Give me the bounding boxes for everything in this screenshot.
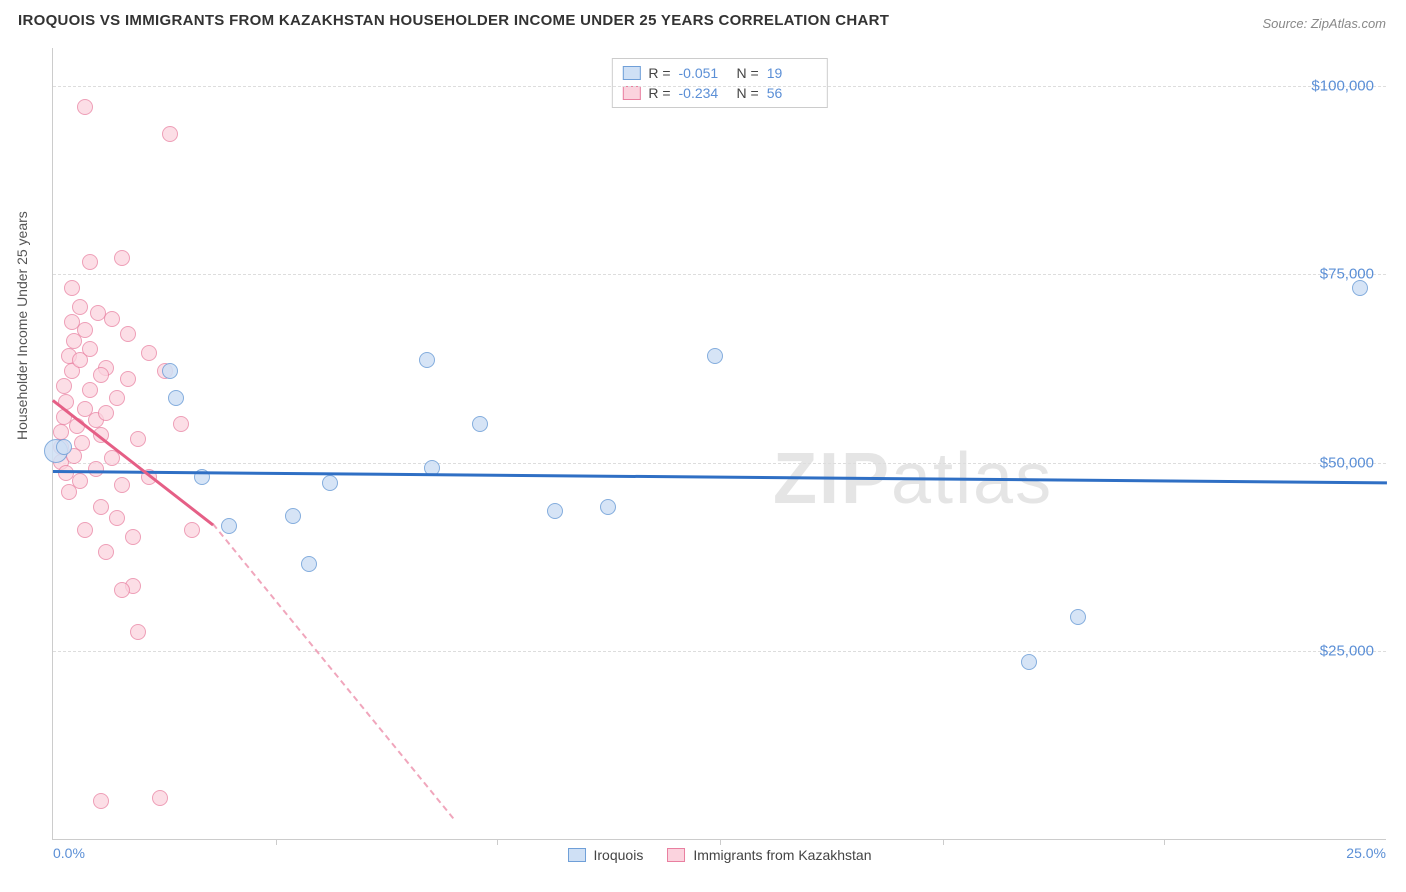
swatch-kazakhstan <box>622 86 640 100</box>
swatch-kazakhstan <box>667 848 685 862</box>
data-point <box>53 424 69 440</box>
n-label: N = <box>737 65 759 81</box>
data-point <box>77 401 93 417</box>
y-tick-label: $100,000 <box>1311 77 1374 94</box>
data-point <box>162 126 178 142</box>
data-point <box>77 522 93 538</box>
data-point <box>74 435 90 451</box>
swatch-iroquois <box>568 848 586 862</box>
gridline <box>53 274 1386 275</box>
trend-line <box>212 524 454 819</box>
data-point <box>64 280 80 296</box>
y-tick-label: $25,000 <box>1320 643 1374 660</box>
gridline <box>53 463 1386 464</box>
scatter-plot-area: ZIPatlas R = -0.051 N = 19 R = -0.234 N … <box>52 48 1386 840</box>
x-tick-mark <box>720 839 721 845</box>
data-point <box>1021 654 1037 670</box>
data-point <box>600 499 616 515</box>
data-point <box>56 378 72 394</box>
data-point <box>82 254 98 270</box>
data-point <box>162 363 178 379</box>
data-point <box>130 431 146 447</box>
data-point <box>152 790 168 806</box>
data-point <box>547 503 563 519</box>
series-legend: Iroquois Immigrants from Kazakhstan <box>568 847 872 863</box>
data-point <box>93 367 109 383</box>
data-point <box>58 465 74 481</box>
data-point <box>72 299 88 315</box>
data-point <box>130 624 146 640</box>
data-point <box>98 544 114 560</box>
data-point <box>419 352 435 368</box>
x-max-label: 25.0% <box>1346 845 1386 861</box>
data-point <box>707 348 723 364</box>
y-tick-label: $50,000 <box>1320 454 1374 471</box>
r-label: R = <box>648 85 670 101</box>
data-point <box>125 529 141 545</box>
data-point <box>114 250 130 266</box>
data-point <box>173 416 189 432</box>
n-value-iroquois: 19 <box>767 65 817 81</box>
data-point <box>114 477 130 493</box>
data-point <box>141 345 157 361</box>
y-axis-label: Householder Income Under 25 years <box>14 211 30 440</box>
n-label: N = <box>737 85 759 101</box>
r-label: R = <box>648 65 670 81</box>
legend-label-iroquois: Iroquois <box>594 847 644 863</box>
x-tick-mark <box>943 839 944 845</box>
gridline <box>53 651 1386 652</box>
data-point <box>322 475 338 491</box>
r-value-kazakhstan: -0.234 <box>679 85 729 101</box>
data-point <box>93 499 109 515</box>
x-tick-mark <box>276 839 277 845</box>
legend-label-kazakhstan: Immigrants from Kazakhstan <box>693 847 871 863</box>
data-point <box>82 341 98 357</box>
data-point <box>61 484 77 500</box>
r-value-iroquois: -0.051 <box>679 65 729 81</box>
data-point <box>82 382 98 398</box>
data-point <box>1352 280 1368 296</box>
correlation-legend: R = -0.051 N = 19 R = -0.234 N = 56 <box>611 58 827 108</box>
data-point <box>184 522 200 538</box>
data-point <box>109 390 125 406</box>
data-point <box>109 510 125 526</box>
data-point <box>285 508 301 524</box>
x-min-label: 0.0% <box>53 845 85 861</box>
y-tick-label: $75,000 <box>1320 266 1374 283</box>
data-point <box>114 582 130 598</box>
data-point <box>1070 609 1086 625</box>
legend-item-kazakhstan: Immigrants from Kazakhstan <box>667 847 871 863</box>
source-attribution: Source: ZipAtlas.com <box>1262 16 1386 31</box>
gridline <box>53 86 1386 87</box>
data-point <box>77 99 93 115</box>
legend-row-iroquois: R = -0.051 N = 19 <box>622 63 816 83</box>
x-tick-mark <box>497 839 498 845</box>
data-point <box>301 556 317 572</box>
data-point <box>120 371 136 387</box>
data-point <box>77 322 93 338</box>
x-tick-mark <box>1164 839 1165 845</box>
data-point <box>98 405 114 421</box>
trend-line <box>53 470 1387 484</box>
data-point <box>56 439 72 455</box>
legend-item-iroquois: Iroquois <box>568 847 644 863</box>
data-point <box>221 518 237 534</box>
data-point <box>120 326 136 342</box>
data-point <box>90 305 106 321</box>
n-value-kazakhstan: 56 <box>767 85 817 101</box>
data-point <box>168 390 184 406</box>
chart-title: IROQUOIS VS IMMIGRANTS FROM KAZAKHSTAN H… <box>18 12 889 29</box>
swatch-iroquois <box>622 66 640 80</box>
data-point <box>93 793 109 809</box>
data-point <box>472 416 488 432</box>
